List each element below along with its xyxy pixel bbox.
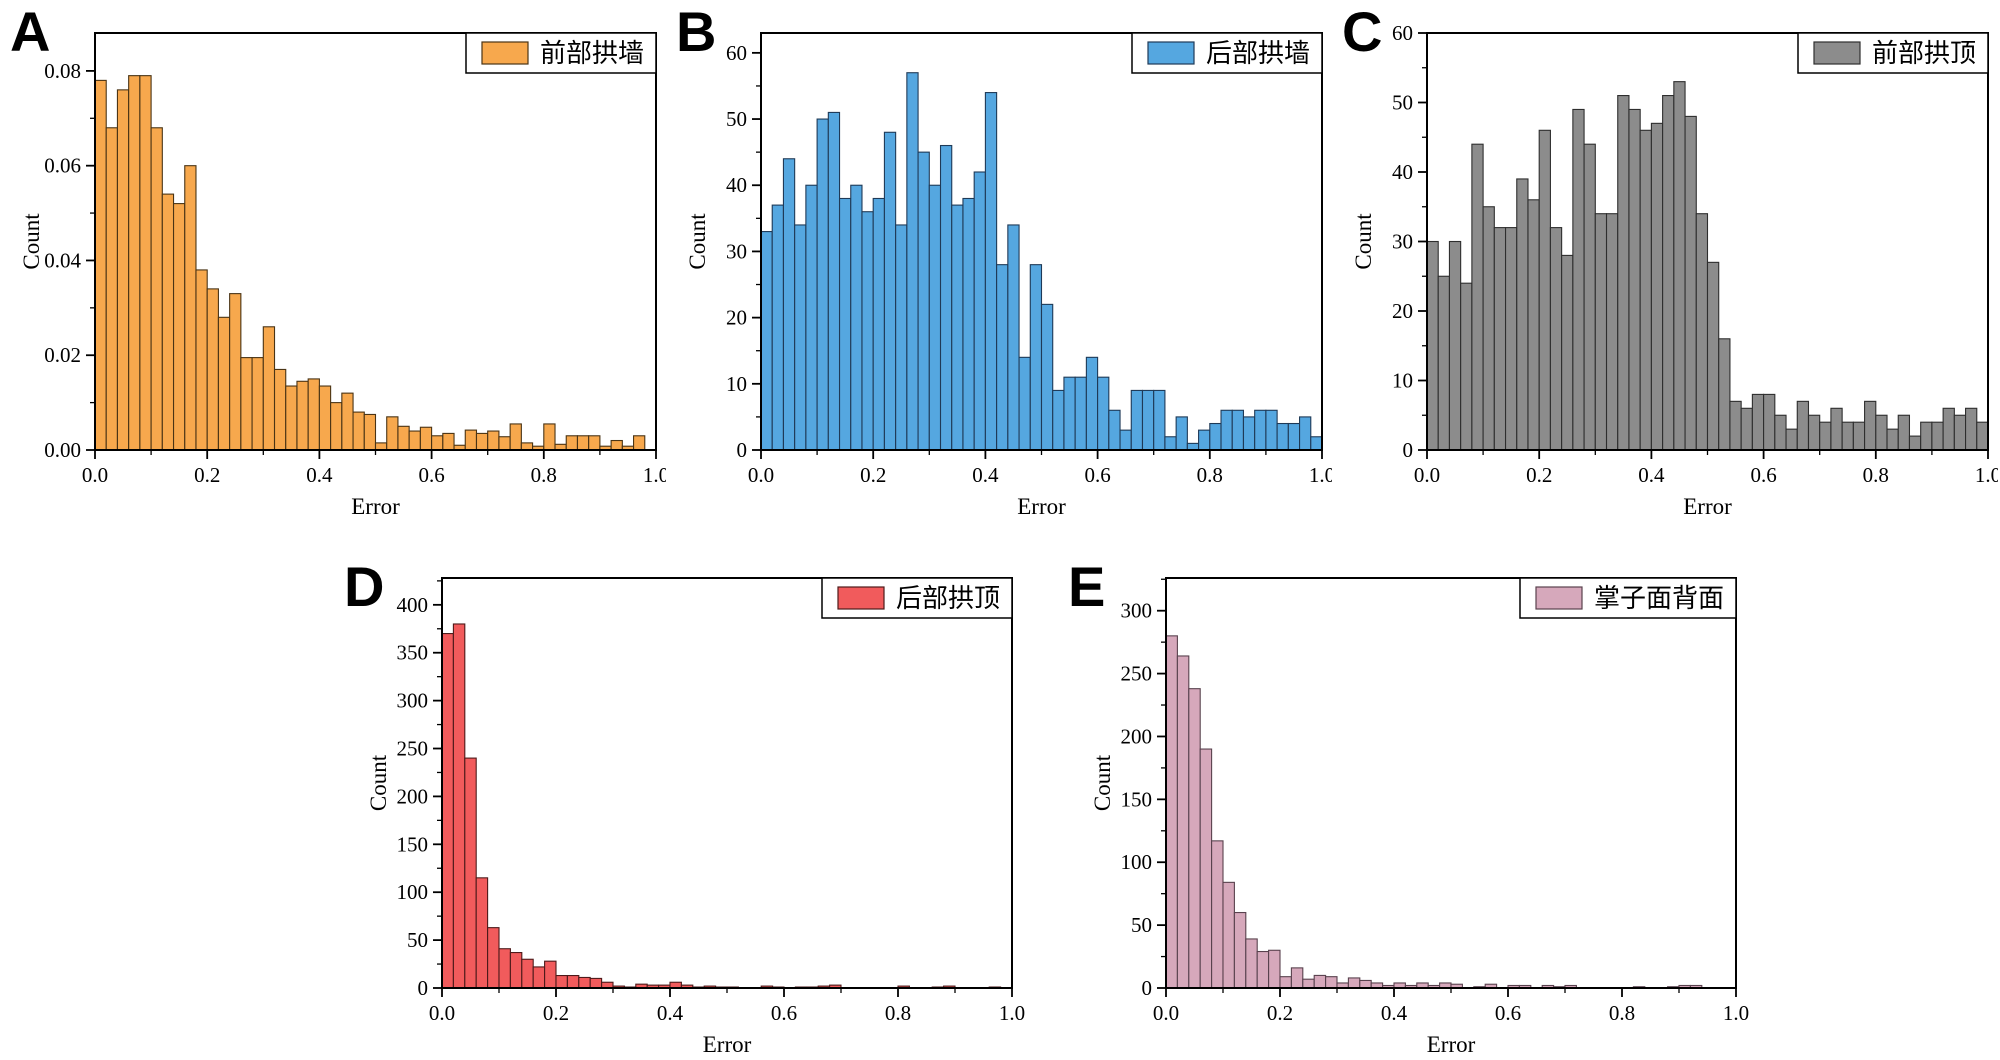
svg-text:0: 0 xyxy=(1403,438,1414,462)
svg-text:50: 50 xyxy=(1392,91,1413,115)
histogram-front-arch-wall: 0.0 0.2 0.4 0.6 0.8 1.0 0.00 0.02 0.04 0.06 0.08 Er… xyxy=(19,32,666,519)
svg-text:250: 250 xyxy=(1121,662,1153,686)
svg-text:0.6: 0.6 xyxy=(1495,1001,1521,1025)
panel-d-letter: D xyxy=(344,555,385,618)
svg-text:0.0: 0.0 xyxy=(82,463,108,487)
svg-text:Error: Error xyxy=(1683,494,1732,519)
svg-text:100: 100 xyxy=(397,880,429,904)
svg-text:0.2: 0.2 xyxy=(194,463,220,487)
svg-text:10: 10 xyxy=(1392,369,1413,393)
svg-text:0.0: 0.0 xyxy=(1153,1001,1179,1025)
svg-text:400: 400 xyxy=(397,593,429,617)
svg-text:0.4: 0.4 xyxy=(306,463,333,487)
svg-text:0.6: 0.6 xyxy=(1750,463,1776,487)
svg-text:0.00: 0.00 xyxy=(44,438,81,462)
svg-text:1.0: 1.0 xyxy=(643,463,666,487)
svg-text:50: 50 xyxy=(1131,913,1152,937)
svg-text:200: 200 xyxy=(397,784,429,808)
panel-e-letter: E xyxy=(1068,555,1106,618)
svg-text:40: 40 xyxy=(1392,160,1413,184)
panel-e: E 0.0 0.2 0.4 0.6 0.8 1.0 0 50 100 150 200 250 300 Er… xyxy=(1054,545,1754,1060)
svg-text:Error: Error xyxy=(1427,1032,1476,1057)
svg-text:0.2: 0.2 xyxy=(543,1001,569,1025)
histogram-front-arch-crown: 0.0 0.2 0.4 0.6 0.8 1.0 0 10 20 30 40 50 60 Error Coun… xyxy=(1351,21,1998,519)
svg-text:50: 50 xyxy=(726,107,747,131)
svg-text:Error: Error xyxy=(351,494,400,519)
svg-text:1.0: 1.0 xyxy=(999,1001,1025,1025)
svg-text:1.0: 1.0 xyxy=(1309,463,1332,487)
svg-text:后部拱墙: 后部拱墙 xyxy=(1206,39,1310,68)
svg-text:0.8: 0.8 xyxy=(885,1001,911,1025)
svg-text:0.4: 0.4 xyxy=(1381,1001,1408,1025)
panel-b-letter: B xyxy=(676,0,717,63)
svg-text:0.08: 0.08 xyxy=(44,59,81,83)
svg-text:Count: Count xyxy=(1090,754,1115,811)
svg-text:0: 0 xyxy=(1142,976,1153,1000)
svg-text:0.2: 0.2 xyxy=(1267,1001,1293,1025)
svg-text:0.0: 0.0 xyxy=(429,1001,455,1025)
svg-text:10: 10 xyxy=(726,372,747,396)
svg-text:50: 50 xyxy=(407,928,428,952)
svg-text:0: 0 xyxy=(737,438,748,462)
top-row: A 0.0 0.2 0.4 0.6 0.8 1.0 0.00 0.02 0.04 0.06 0.08… xyxy=(0,0,1998,530)
svg-text:0.8: 0.8 xyxy=(1197,463,1223,487)
svg-text:0: 0 xyxy=(418,976,429,1000)
svg-text:0.0: 0.0 xyxy=(1414,463,1440,487)
svg-text:0.2: 0.2 xyxy=(1526,463,1552,487)
svg-text:前部拱墙: 前部拱墙 xyxy=(540,39,644,68)
histogram-rear-arch-crown: 0.0 0.2 0.4 0.6 0.8 1.0 0 50 100 150 200 250 300 350 4… xyxy=(366,577,1025,1057)
svg-text:60: 60 xyxy=(726,41,747,65)
svg-text:0.2: 0.2 xyxy=(860,463,886,487)
svg-text:0.0: 0.0 xyxy=(748,463,774,487)
svg-text:0.8: 0.8 xyxy=(1863,463,1889,487)
svg-text:0.8: 0.8 xyxy=(531,463,557,487)
svg-text:300: 300 xyxy=(1121,599,1153,623)
svg-text:后部拱顶: 后部拱顶 xyxy=(896,584,1000,613)
svg-text:0.6: 0.6 xyxy=(1084,463,1110,487)
panel-b: B 0.0 0.2 0.4 0.6 0.8 1.0 0 10 20 30 40 50 60 Error Co… xyxy=(666,0,1332,530)
svg-text:Error: Error xyxy=(1017,494,1066,519)
svg-text:0.4: 0.4 xyxy=(657,1001,684,1025)
bottom-row: D 0.0 0.2 0.4 0.6 0.8 1.0 0 50 100 150 200 250 300 35… xyxy=(0,545,2000,1060)
svg-text:150: 150 xyxy=(1121,787,1153,811)
histogram-tunnel-face-back: 0.0 0.2 0.4 0.6 0.8 1.0 0 50 100 150 200 250 300 Erro… xyxy=(1090,577,1749,1057)
svg-text:0.6: 0.6 xyxy=(418,463,444,487)
panel-a: A 0.0 0.2 0.4 0.6 0.8 1.0 0.00 0.02 0.04 0.06 0.08… xyxy=(0,0,666,530)
svg-text:20: 20 xyxy=(1392,299,1413,323)
svg-text:0.4: 0.4 xyxy=(1638,463,1665,487)
panel-d: D 0.0 0.2 0.4 0.6 0.8 1.0 0 50 100 150 200 250 300 35… xyxy=(330,545,1030,1060)
svg-text:Count: Count xyxy=(685,213,710,270)
svg-text:250: 250 xyxy=(397,737,429,761)
svg-text:0.6: 0.6 xyxy=(771,1001,797,1025)
svg-text:Count: Count xyxy=(19,213,44,270)
svg-text:掌子面背面: 掌子面背面 xyxy=(1594,584,1724,613)
svg-text:0.02: 0.02 xyxy=(44,343,81,367)
svg-text:350: 350 xyxy=(397,641,429,665)
svg-text:150: 150 xyxy=(397,832,429,856)
svg-text:0.06: 0.06 xyxy=(44,154,81,178)
svg-text:30: 30 xyxy=(726,239,747,263)
svg-text:Count: Count xyxy=(366,754,391,811)
svg-text:20: 20 xyxy=(726,306,747,330)
svg-text:1.0: 1.0 xyxy=(1723,1001,1749,1025)
svg-text:前部拱顶: 前部拱顶 xyxy=(1872,39,1976,68)
svg-text:200: 200 xyxy=(1121,724,1153,748)
svg-text:0.4: 0.4 xyxy=(972,463,999,487)
svg-text:1.0: 1.0 xyxy=(1975,463,1998,487)
svg-text:300: 300 xyxy=(397,689,429,713)
svg-text:30: 30 xyxy=(1392,230,1413,254)
svg-text:0.8: 0.8 xyxy=(1609,1001,1635,1025)
panel-c: C 0.0 0.2 0.4 0.6 0.8 1.0 0 10 20 30 40 50 60 Error Co… xyxy=(1332,0,1998,530)
histogram-rear-arch-wall: 0.0 0.2 0.4 0.6 0.8 1.0 0 10 20 30 40 50 60 Error Coun… xyxy=(685,32,1332,519)
svg-text:60: 60 xyxy=(1392,21,1413,45)
svg-text:100: 100 xyxy=(1121,850,1153,874)
panel-a-letter: A xyxy=(10,0,51,63)
svg-text:Count: Count xyxy=(1351,213,1376,270)
svg-text:40: 40 xyxy=(726,173,747,197)
panel-c-letter: C xyxy=(1342,0,1383,63)
svg-text:0.04: 0.04 xyxy=(44,248,81,272)
svg-text:Error: Error xyxy=(703,1032,752,1057)
